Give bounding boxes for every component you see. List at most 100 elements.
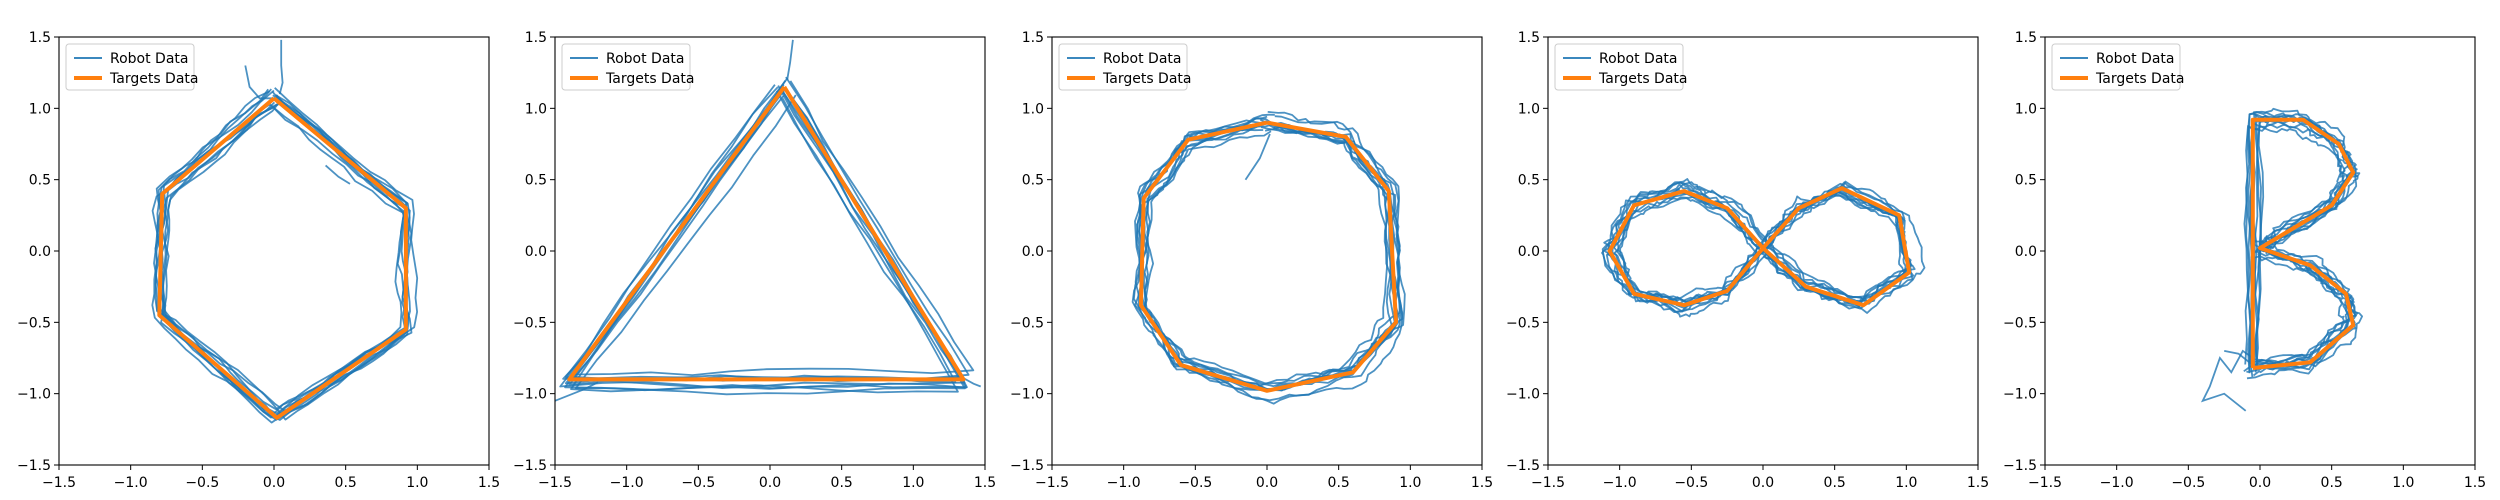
subplot-hexagon: −1.5 −1.0 −0.5 0.0 0.5 1.0 1.5 −1.5 −1.0 −0.5 0.0 0… [17, 30, 500, 491]
y-tick-label: 0.0 [525, 244, 547, 260]
plot-area [1131, 111, 1406, 405]
y-tick-label: 1.5 [1518, 30, 1540, 46]
x-tick-label: 0.5 [1824, 475, 1846, 491]
axes-frame [58, 36, 490, 466]
robot-trace [570, 84, 966, 396]
x-tick-label: 1.0 [902, 475, 924, 491]
x-tick-label: −0.5 [2171, 475, 2205, 491]
y-tick-label: −0.5 [1010, 315, 1044, 331]
robot-trace [157, 88, 411, 415]
robot-trace [573, 77, 975, 377]
robot-trace [325, 164, 351, 185]
y-tick-label: −1.5 [1506, 458, 1540, 474]
y-tick-label: 1.0 [29, 101, 51, 117]
legend-target-label: Targets Data [2095, 71, 2184, 87]
y-tick-label: −1.5 [513, 458, 547, 474]
y-tick-label: 1.5 [525, 30, 547, 46]
y-tick-label: −1.5 [17, 458, 51, 474]
x-tick-label: 1.0 [1895, 475, 1917, 491]
x-tick-label: −1.0 [2100, 475, 2134, 491]
y-tick-label: −1.0 [2003, 387, 2037, 403]
robot-trace [2224, 350, 2254, 366]
plot-area [555, 39, 982, 402]
legend-target-label: Targets Data [1598, 71, 1687, 87]
x-tick-label: 0.5 [2321, 475, 2343, 491]
legend-target-label: Targets Data [1102, 71, 1191, 87]
robot-trace [154, 89, 409, 419]
x-tick-label: −0.5 [681, 475, 715, 491]
robot-trace [555, 381, 599, 402]
legend-robot-label: Robot Data [2096, 51, 2174, 67]
x-tick-label: −1.0 [114, 475, 148, 491]
x-tick-label: 0.0 [1256, 475, 1278, 491]
y-tick-label: 0.5 [1022, 173, 1044, 189]
robot-trace [151, 102, 409, 419]
y-tick-label: −1.0 [513, 387, 547, 403]
y-tick-label: −1.0 [1010, 387, 1044, 403]
robot-trace [1244, 133, 1271, 181]
robot-trace [786, 39, 794, 80]
subplot-triangle: −1.5 −1.0 −0.5 0.0 0.5 1.0 1.5 −1.5 −1.0 −0.5 0.0 0… [513, 30, 996, 491]
legend-robot-label: Robot Data [1103, 51, 1181, 67]
x-tick-label: 1.0 [2392, 475, 2414, 491]
y-tick-label: −0.5 [513, 315, 547, 331]
robot-trace [1140, 122, 1402, 405]
x-tick-label: −1.0 [1107, 475, 1141, 491]
x-tick-label: 0.0 [759, 475, 781, 491]
x-tick-label: −1.5 [2028, 475, 2062, 491]
x-tick-label: −1.5 [42, 475, 76, 491]
x-tick-label: −1.5 [538, 475, 572, 491]
x-tick-label: 1.5 [1471, 475, 1493, 491]
target-path [1607, 186, 1912, 308]
y-tick-label: 1.5 [2015, 30, 2037, 46]
y-tick-label: −0.5 [2003, 315, 2037, 331]
y-tick-label: 1.5 [1022, 30, 1044, 46]
y-tick-label: 0.0 [29, 244, 51, 260]
y-tick-label: −1.0 [1506, 387, 1540, 403]
subplot-infinity: −1.5 −1.0 −0.5 0.0 0.5 1.0 1.5 −1.5 −1.0 −0.5 0.0 0… [1506, 30, 1989, 491]
x-tick-label: −1.5 [1531, 475, 1565, 491]
robot-trace [1143, 113, 1406, 388]
plot-area [151, 39, 419, 424]
x-tick-label: −1.0 [610, 475, 644, 491]
x-tick-label: 1.0 [406, 475, 428, 491]
x-tick-label: −0.5 [1674, 475, 1708, 491]
x-tick-label: 1.5 [2464, 475, 2486, 491]
robot-trace [2250, 113, 2359, 365]
target-path [567, 85, 966, 382]
robot-trace [564, 86, 959, 394]
x-tick-label: 1.5 [974, 475, 996, 491]
x-tick-label: 1.5 [478, 475, 500, 491]
y-tick-label: 1.0 [1518, 101, 1540, 117]
y-tick-label: 0.5 [29, 173, 51, 189]
y-tick-label: −1.5 [1010, 458, 1044, 474]
y-tick-label: 1.0 [525, 101, 547, 117]
robot-trace [153, 87, 419, 421]
robot-trace [575, 91, 968, 391]
y-tick-label: −1.5 [2003, 458, 2037, 474]
robot-trace [244, 65, 277, 100]
legend-target-label: Targets Data [605, 71, 694, 87]
x-tick-label: 1.0 [1399, 475, 1421, 491]
y-tick-label: 0.5 [1518, 173, 1540, 189]
y-tick-label: −0.5 [1506, 315, 1540, 331]
robot-trace [161, 98, 410, 412]
y-tick-label: 0.5 [525, 173, 547, 189]
x-tick-label: 0.5 [335, 475, 357, 491]
x-tick-label: −0.5 [1178, 475, 1212, 491]
robot-trace [278, 39, 284, 95]
target-path [157, 96, 408, 420]
y-tick-label: −0.5 [17, 315, 51, 331]
x-tick-label: 0.5 [831, 475, 853, 491]
legend-target-label: Targets Data [109, 71, 198, 87]
robot-trace [568, 87, 968, 390]
x-tick-label: 0.0 [2249, 475, 2271, 491]
y-tick-label: 1.5 [29, 30, 51, 46]
plot-area [2200, 107, 2364, 412]
legend-robot-label: Robot Data [110, 51, 188, 67]
x-tick-label: 1.5 [1967, 475, 1989, 491]
target-path [2250, 117, 2356, 370]
robot-trace [573, 95, 957, 384]
x-tick-label: 0.0 [263, 475, 285, 491]
robot-trace [154, 88, 409, 416]
